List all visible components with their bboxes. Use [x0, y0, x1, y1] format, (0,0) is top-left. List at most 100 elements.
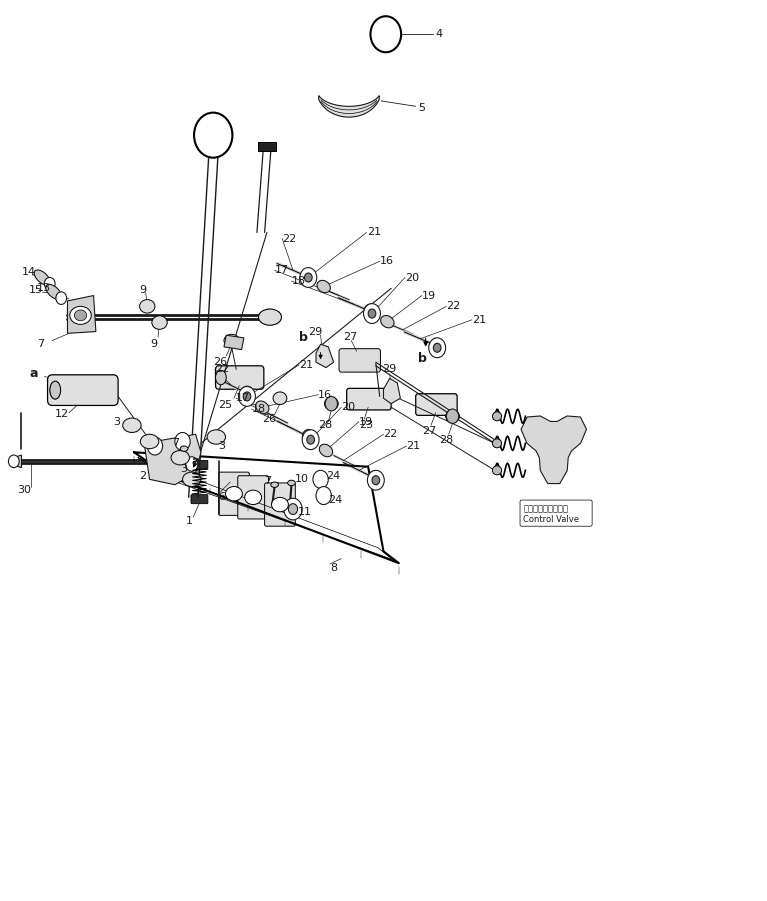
Text: 22: 22: [446, 301, 461, 312]
Text: 4: 4: [436, 29, 443, 40]
Ellipse shape: [380, 315, 394, 328]
Text: 17: 17: [275, 265, 288, 276]
Ellipse shape: [271, 482, 278, 487]
Ellipse shape: [255, 401, 269, 414]
Circle shape: [241, 387, 253, 401]
Polygon shape: [67, 306, 77, 328]
Circle shape: [367, 470, 384, 490]
Text: 21: 21: [472, 314, 486, 325]
Text: 17: 17: [236, 393, 250, 404]
Text: 3: 3: [219, 441, 225, 451]
Text: 10: 10: [295, 474, 309, 485]
Ellipse shape: [446, 410, 459, 423]
Circle shape: [304, 273, 312, 282]
FancyBboxPatch shape: [347, 388, 391, 410]
Polygon shape: [384, 378, 400, 404]
Text: a: a: [29, 368, 38, 380]
Polygon shape: [224, 335, 244, 350]
Text: 24: 24: [326, 470, 341, 481]
Polygon shape: [67, 296, 96, 333]
Text: 30: 30: [17, 485, 31, 496]
Text: 21: 21: [367, 227, 380, 238]
Ellipse shape: [492, 466, 502, 475]
Circle shape: [175, 432, 190, 450]
Text: 25: 25: [219, 400, 232, 411]
Ellipse shape: [180, 446, 188, 451]
FancyBboxPatch shape: [416, 394, 457, 415]
FancyBboxPatch shape: [219, 472, 249, 515]
FancyBboxPatch shape: [238, 476, 268, 519]
Text: 7: 7: [37, 339, 44, 350]
Circle shape: [446, 409, 459, 423]
Text: 15: 15: [29, 285, 43, 296]
Ellipse shape: [171, 450, 189, 465]
Text: b: b: [418, 352, 427, 365]
Text: 16: 16: [380, 256, 393, 267]
Circle shape: [302, 430, 319, 450]
Polygon shape: [14, 455, 21, 468]
Ellipse shape: [74, 310, 87, 321]
Text: 24: 24: [328, 495, 343, 505]
FancyBboxPatch shape: [191, 495, 208, 504]
Text: 28: 28: [318, 420, 333, 431]
Text: 26: 26: [213, 357, 227, 368]
FancyBboxPatch shape: [216, 366, 264, 389]
Text: 19: 19: [359, 416, 373, 427]
Circle shape: [303, 270, 315, 285]
Circle shape: [316, 487, 331, 505]
Ellipse shape: [288, 480, 295, 486]
Circle shape: [368, 309, 376, 318]
Text: 14: 14: [21, 267, 35, 278]
Ellipse shape: [123, 418, 141, 432]
Text: 20: 20: [341, 402, 355, 413]
Circle shape: [364, 305, 377, 319]
Circle shape: [368, 471, 380, 486]
Circle shape: [194, 113, 232, 158]
Text: 8: 8: [330, 562, 337, 573]
Text: コントロールバルブ: コントロールバルブ: [523, 505, 568, 514]
Text: 28: 28: [439, 434, 453, 445]
Circle shape: [325, 396, 337, 411]
Circle shape: [429, 338, 446, 358]
Ellipse shape: [207, 430, 225, 444]
Ellipse shape: [258, 309, 281, 325]
Text: 27: 27: [422, 425, 436, 436]
FancyBboxPatch shape: [520, 500, 592, 526]
Text: 19: 19: [422, 290, 436, 301]
Text: b: b: [299, 332, 308, 344]
Ellipse shape: [140, 434, 159, 449]
Ellipse shape: [317, 280, 331, 293]
Ellipse shape: [216, 370, 226, 385]
Ellipse shape: [324, 397, 338, 410]
Ellipse shape: [35, 270, 50, 285]
Ellipse shape: [152, 315, 167, 330]
Text: 5: 5: [418, 103, 425, 114]
Text: 18: 18: [291, 276, 305, 287]
Text: 3: 3: [180, 463, 187, 474]
Polygon shape: [521, 416, 587, 484]
Text: 26: 26: [262, 414, 276, 424]
Ellipse shape: [140, 299, 155, 313]
Circle shape: [302, 430, 314, 444]
Circle shape: [288, 504, 298, 514]
Ellipse shape: [224, 334, 239, 347]
FancyBboxPatch shape: [265, 483, 295, 526]
Polygon shape: [144, 434, 201, 485]
Circle shape: [307, 435, 314, 444]
Ellipse shape: [50, 381, 61, 399]
Circle shape: [370, 16, 401, 52]
Text: 16: 16: [318, 389, 332, 400]
Polygon shape: [258, 142, 276, 151]
FancyBboxPatch shape: [339, 349, 380, 372]
Ellipse shape: [245, 490, 262, 505]
Circle shape: [147, 437, 163, 455]
Polygon shape: [319, 96, 379, 117]
Text: 22: 22: [384, 429, 398, 440]
Circle shape: [372, 476, 380, 485]
Text: Control Valve: Control Valve: [523, 515, 579, 524]
Text: 22: 22: [215, 364, 229, 375]
Text: 2: 2: [140, 470, 146, 481]
Text: 29: 29: [308, 326, 323, 337]
Text: 21: 21: [299, 359, 313, 370]
Text: 6: 6: [219, 492, 225, 503]
